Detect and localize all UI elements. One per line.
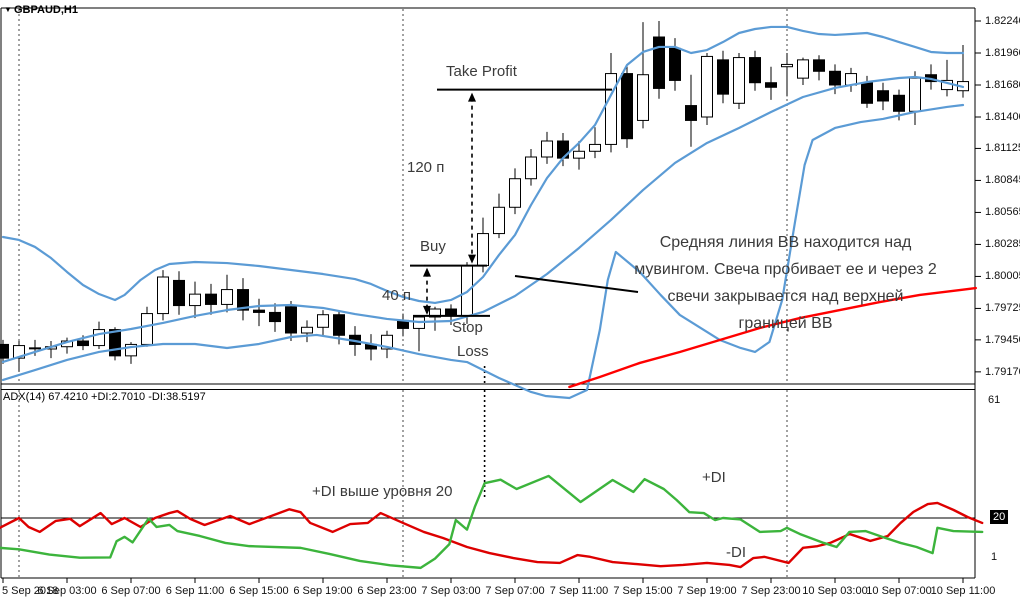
time-axis-label: 7 Sep 03:00 [421, 585, 481, 597]
strategy-note-line: Средняя линия ВВ находится над [659, 234, 912, 251]
time-axis-label: 10 Sep 11:00 [930, 585, 996, 597]
symbol-dropdown-icon[interactable]: ▼ [4, 5, 12, 14]
price-axis-label: 1.80285 [985, 238, 1020, 251]
pips-40-label: 40 п [382, 287, 411, 304]
price-axis-label: 1.81400 [985, 111, 1020, 123]
take-profit-label: Take Profit [446, 63, 517, 80]
time-axis-label: 5 Sep 2018 [2, 585, 59, 597]
time-axis-label: 7 Sep 19:00 [677, 585, 737, 597]
price-axis-label: 1.80845 [985, 174, 1020, 187]
price-axis-label: 1.79450 [985, 333, 1020, 346]
plus-di-label: +DI [702, 469, 726, 486]
indicator-header-label: ADX(14) 67.4210 +DI:2.7010 -DI:38.5197 [3, 391, 206, 403]
strategy-note-line: свечи закрывается над верхней [667, 288, 904, 305]
plus-di-note-label: +DI выше уровня 20 [312, 483, 453, 500]
strategy-note-line: границей ВВ [738, 315, 833, 332]
buy-label: Buy [420, 238, 446, 255]
price-axis-label: 1.81125 [985, 142, 1020, 155]
time-axis-label: 10 Sep 03:00 [802, 585, 868, 597]
strategy-note-text: Средняя линия ВВ находится над мувингом. … [608, 229, 963, 337]
time-axis-label: 7 Sep 15:00 [613, 585, 673, 597]
price-axis-label: 1.82240 [985, 15, 1020, 27]
time-axis-label: 10 Sep 07:00 [866, 585, 932, 597]
time-axis-label: 7 Sep 07:00 [485, 585, 545, 597]
indicator-level-badge: 20 [990, 510, 1009, 524]
price-axis-label: 1.79170 [985, 365, 1020, 378]
stop-loss-label-line1: Stop [452, 319, 483, 336]
pips-120-label: 120 п [407, 159, 445, 176]
time-axis-label: 6 Sep 15:00 [229, 585, 289, 597]
time-axis-label: 6 Sep 19:00 [293, 585, 353, 597]
strategy-note-line: мувингом. Свеча пробивает ее и через 2 [634, 261, 937, 278]
price-axis-label: 1.79725 [985, 302, 1020, 315]
time-axis-label: 6 Sep 11:00 [165, 585, 225, 597]
time-axis-label: 6 Sep 23:00 [357, 585, 417, 597]
price-axis-label: 1.80565 [985, 206, 1020, 219]
price-axis-label: 1.81960 [985, 47, 1020, 59]
time-axis-label: 6 Sep 07:00 [101, 585, 161, 597]
minus-di-label: -DI [726, 544, 746, 561]
symbol-timeframe-label[interactable]: GBPAUD,H1 [14, 4, 78, 16]
time-axis-label: 7 Sep 23:00 [741, 585, 801, 597]
price-axis-label: 1.80005 [985, 270, 1020, 283]
stop-loss-label-line2: Loss [457, 343, 489, 360]
indicator-axis-top-label: 61 [988, 394, 1001, 406]
time-axis-label: 6 Sep 03:00 [37, 585, 97, 597]
time-axis-label: 7 Sep 11:00 [549, 585, 609, 597]
price-axis-label: 1.81680 [985, 79, 1020, 91]
indicator-axis-bottom-label: 1 [991, 551, 998, 563]
